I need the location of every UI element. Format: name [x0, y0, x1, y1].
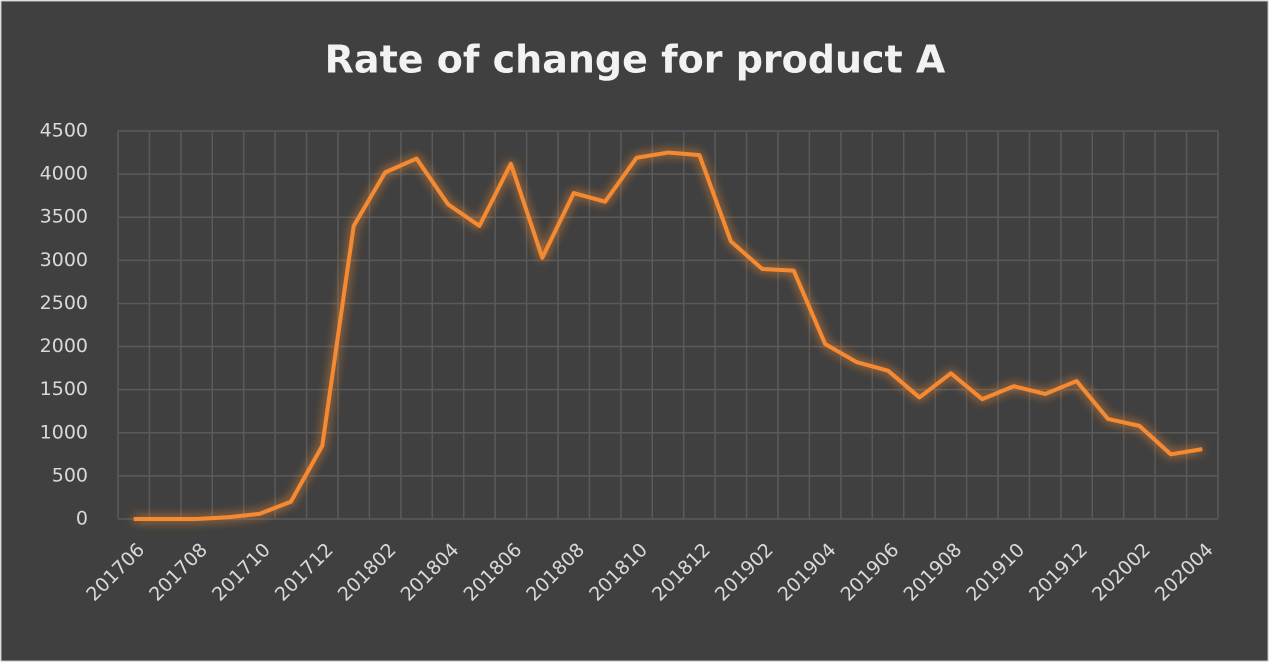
- y-tick-label: 500: [52, 464, 88, 486]
- y-tick-label: 2000: [40, 335, 88, 357]
- y-tick-label: 2500: [40, 292, 88, 314]
- chart-title: Rate of change for product A: [325, 38, 946, 82]
- data-line: [133, 150, 1203, 521]
- y-tick-label: 0: [76, 508, 88, 530]
- y-tick-label: 3500: [40, 206, 88, 228]
- y-tick-label: 4000: [40, 163, 88, 185]
- y-tick-label: 4500: [40, 120, 88, 142]
- y-tick-label: 1000: [40, 421, 88, 443]
- y-tick-label: 3000: [40, 249, 88, 271]
- y-tick-label: 1500: [40, 378, 88, 400]
